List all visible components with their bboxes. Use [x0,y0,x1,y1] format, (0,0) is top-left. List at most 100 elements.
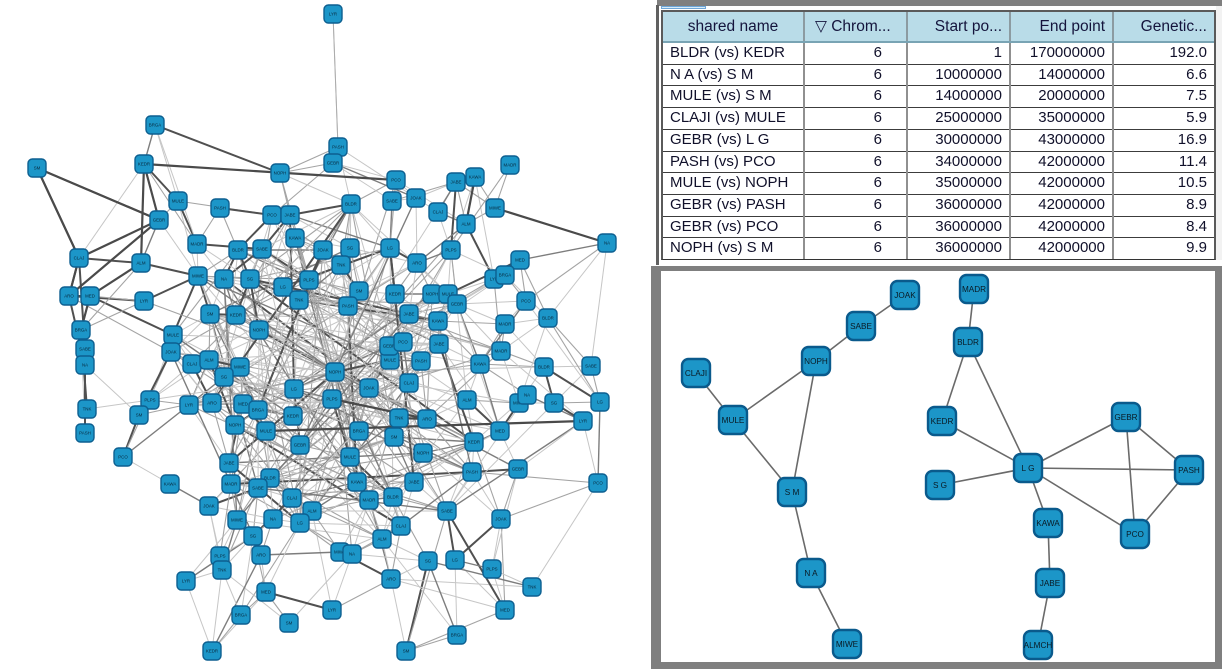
svg-text:BLDR: BLDR [538,365,550,370]
svg-text:ALM: ALM [204,358,213,363]
svg-text:SG: SG [551,401,558,406]
svg-text:SABE: SABE [252,486,264,491]
svg-text:KEDR: KEDR [138,162,150,167]
svg-text:BLDR: BLDR [232,248,244,253]
svg-text:KAWA: KAWA [1036,519,1060,528]
svg-text:NA: NA [82,363,88,368]
svg-text:PASH: PASH [1178,466,1200,475]
svg-text:PCO: PCO [1126,530,1144,539]
svg-text:SABE: SABE [256,247,268,252]
svg-text:NOPH: NOPH [274,171,287,176]
svg-text:JABE: JABE [434,342,445,347]
svg-text:JOAK: JOAK [410,196,422,201]
svg-text:SABE: SABE [585,364,597,369]
svg-text:SM: SM [403,649,410,654]
svg-text:BRGA: BRGA [235,613,248,618]
svg-text:NOPH: NOPH [253,328,266,333]
svg-text:MADR: MADR [499,322,512,327]
svg-text:BLDR: BLDR [264,476,276,481]
svg-text:SM: SM [34,166,41,171]
svg-text:ALM: ALM [307,509,316,514]
svg-text:BRGA: BRGA [149,123,162,128]
svg-text:PCO: PCO [521,299,531,304]
svg-text:NOPH: NOPH [329,370,342,375]
svg-text:PLPS: PLPS [303,278,314,283]
svg-text:PCO: PCO [398,340,408,345]
svg-text:SABE: SABE [850,322,872,331]
svg-text:PCO: PCO [118,455,128,460]
svg-text:KAWA: KAWA [289,236,302,241]
svg-text:NA: NA [524,393,530,398]
svg-text:SG: SG [347,246,354,251]
svg-text:SM: SM [286,621,293,626]
svg-text:LYR: LYR [185,403,193,408]
svg-text:SM: SM [136,413,143,418]
svg-text:MULE: MULE [722,416,745,425]
svg-text:BLDR: BLDR [542,316,554,321]
svg-text:MADR: MADR [504,163,517,168]
svg-text:NA: NA [221,277,227,282]
svg-text:KAWA: KAWA [469,175,482,180]
svg-text:GEBR: GEBR [383,344,395,349]
svg-text:MED: MED [515,258,525,263]
svg-text:MIWE: MIWE [234,365,246,370]
svg-text:JOAK: JOAK [894,291,916,300]
svg-text:PLPS: PLPS [214,554,225,559]
svg-text:BRGA: BRGA [353,429,366,434]
svg-text:ARO: ARO [64,294,74,299]
svg-text:JABE: JABE [224,461,235,466]
svg-text:JOAK: JOAK [203,504,215,509]
svg-text:CLAJI: CLAJI [685,369,707,378]
svg-text:GEBR: GEBR [327,161,339,166]
svg-text:NA: NA [270,517,276,522]
svg-text:N A: N A [804,569,818,578]
svg-text:LG: LG [597,400,603,405]
svg-text:MADR: MADR [225,482,238,487]
svg-text:NA: NA [349,552,355,557]
svg-text:GEBR: GEBR [1114,413,1137,422]
svg-text:KEDR: KEDR [230,313,242,318]
svg-text:KEDR: KEDR [287,414,299,419]
svg-text:LYR: LYR [140,299,148,304]
svg-text:ALM: ALM [136,261,145,266]
svg-text:MULE: MULE [442,292,454,297]
svg-text:JABE: JABE [404,312,415,317]
svg-text:KEDR: KEDR [206,649,218,654]
svg-text:PCO: PCO [391,178,401,183]
svg-text:LYR: LYR [182,579,190,584]
svg-text:TNK: TNK [295,298,304,303]
svg-text:MULE: MULE [172,199,184,204]
svg-text:BRGA: BRGA [451,633,464,638]
svg-text:JABE: JABE [409,480,420,485]
svg-text:PLPS: PLPS [326,397,337,402]
svg-text:MED: MED [238,402,248,407]
svg-text:JOAK: JOAK [317,248,329,253]
svg-text:PLPS: PLPS [445,248,456,253]
svg-text:NOPH: NOPH [229,423,242,428]
svg-text:LYR: LYR [328,608,336,613]
svg-text:MIWE: MIWE [334,550,346,555]
svg-text:JABE: JABE [451,180,462,185]
svg-text:ALMCH: ALMCH [1024,641,1053,650]
svg-text:BLDR: BLDR [957,338,979,347]
svg-text:SM: SM [356,289,363,294]
svg-text:MIWE: MIWE [836,640,859,649]
svg-text:SABE: SABE [386,199,398,204]
svg-text:ALM: ALM [461,222,470,227]
svg-text:CLAJ: CLAJ [404,381,415,386]
svg-text:PASH: PASH [79,431,91,436]
svg-text:KAWA: KAWA [164,482,177,487]
svg-text:MADR: MADR [363,498,376,503]
svg-text:SM: SM [207,312,214,317]
svg-text:KAWA: KAWA [432,319,445,324]
svg-text:ARO: ARO [412,261,422,266]
svg-text:NOPH: NOPH [426,292,439,297]
svg-text:PASH: PASH [214,206,226,211]
svg-text:LG: LG [291,387,297,392]
svg-text:S M: S M [785,488,800,497]
svg-text:JOAK: JOAK [363,386,375,391]
svg-text:ARO: ARO [422,417,432,422]
svg-text:CLAJ: CLAJ [74,256,85,261]
svg-text:MADR: MADR [191,242,204,247]
svg-text:SG: SG [425,559,432,564]
